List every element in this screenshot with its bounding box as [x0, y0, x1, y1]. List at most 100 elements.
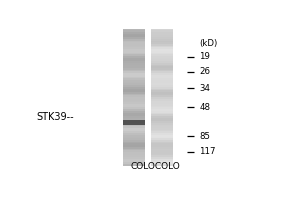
FancyBboxPatch shape [123, 157, 145, 159]
FancyBboxPatch shape [123, 164, 145, 166]
Text: 117: 117 [199, 147, 216, 156]
FancyBboxPatch shape [151, 114, 173, 116]
FancyBboxPatch shape [151, 34, 173, 35]
FancyBboxPatch shape [151, 83, 173, 85]
FancyBboxPatch shape [123, 118, 145, 119]
FancyBboxPatch shape [151, 137, 173, 138]
FancyBboxPatch shape [151, 118, 173, 119]
FancyBboxPatch shape [151, 29, 173, 30]
FancyBboxPatch shape [123, 147, 145, 149]
FancyBboxPatch shape [151, 46, 173, 47]
FancyBboxPatch shape [151, 145, 173, 147]
FancyBboxPatch shape [151, 143, 173, 145]
FancyBboxPatch shape [123, 113, 145, 114]
Text: 26: 26 [199, 67, 210, 76]
FancyBboxPatch shape [151, 58, 173, 59]
FancyBboxPatch shape [151, 164, 173, 166]
FancyBboxPatch shape [123, 114, 145, 116]
FancyBboxPatch shape [123, 51, 145, 53]
FancyBboxPatch shape [151, 59, 173, 61]
FancyBboxPatch shape [123, 82, 145, 83]
FancyBboxPatch shape [123, 49, 145, 51]
FancyBboxPatch shape [123, 61, 145, 63]
FancyBboxPatch shape [123, 66, 145, 68]
FancyBboxPatch shape [151, 80, 173, 82]
FancyBboxPatch shape [123, 140, 145, 142]
FancyBboxPatch shape [151, 47, 173, 49]
FancyBboxPatch shape [123, 39, 145, 41]
FancyBboxPatch shape [151, 65, 173, 66]
FancyBboxPatch shape [123, 32, 145, 34]
FancyBboxPatch shape [151, 90, 173, 92]
FancyBboxPatch shape [151, 56, 173, 58]
FancyBboxPatch shape [151, 97, 173, 99]
FancyBboxPatch shape [123, 120, 145, 125]
FancyBboxPatch shape [123, 149, 145, 150]
FancyBboxPatch shape [123, 102, 145, 104]
FancyBboxPatch shape [123, 59, 145, 61]
FancyBboxPatch shape [123, 83, 145, 85]
Text: STK39--: STK39-- [36, 112, 74, 122]
FancyBboxPatch shape [151, 42, 173, 44]
FancyBboxPatch shape [123, 135, 145, 137]
FancyBboxPatch shape [123, 131, 145, 133]
FancyBboxPatch shape [151, 37, 173, 39]
FancyBboxPatch shape [151, 41, 173, 42]
FancyBboxPatch shape [151, 149, 173, 150]
FancyBboxPatch shape [123, 97, 145, 99]
FancyBboxPatch shape [151, 54, 173, 56]
FancyBboxPatch shape [123, 54, 145, 56]
FancyBboxPatch shape [151, 159, 173, 161]
FancyBboxPatch shape [151, 87, 173, 89]
Text: COLOCOLO: COLOCOLO [130, 162, 180, 171]
FancyBboxPatch shape [151, 157, 173, 159]
FancyBboxPatch shape [123, 70, 145, 71]
Text: (kD): (kD) [199, 39, 217, 48]
FancyBboxPatch shape [151, 106, 173, 107]
FancyBboxPatch shape [123, 95, 145, 97]
FancyBboxPatch shape [151, 63, 173, 65]
FancyBboxPatch shape [123, 161, 145, 162]
FancyBboxPatch shape [123, 130, 145, 131]
FancyBboxPatch shape [123, 47, 145, 49]
FancyBboxPatch shape [123, 119, 145, 121]
FancyBboxPatch shape [123, 78, 145, 80]
FancyBboxPatch shape [123, 111, 145, 113]
FancyBboxPatch shape [151, 102, 173, 104]
FancyBboxPatch shape [123, 87, 145, 89]
Text: 34: 34 [199, 84, 210, 93]
FancyBboxPatch shape [151, 66, 173, 68]
FancyBboxPatch shape [151, 152, 173, 154]
FancyBboxPatch shape [151, 131, 173, 133]
FancyBboxPatch shape [151, 104, 173, 106]
FancyBboxPatch shape [123, 44, 145, 46]
FancyBboxPatch shape [123, 154, 145, 155]
FancyBboxPatch shape [123, 71, 145, 73]
FancyBboxPatch shape [151, 123, 173, 125]
FancyBboxPatch shape [151, 107, 173, 109]
FancyBboxPatch shape [123, 150, 145, 152]
FancyBboxPatch shape [123, 101, 145, 102]
FancyBboxPatch shape [123, 162, 145, 164]
FancyBboxPatch shape [151, 154, 173, 155]
FancyBboxPatch shape [151, 92, 173, 94]
FancyBboxPatch shape [151, 82, 173, 83]
FancyBboxPatch shape [151, 101, 173, 102]
FancyBboxPatch shape [151, 155, 173, 157]
FancyBboxPatch shape [123, 143, 145, 145]
FancyBboxPatch shape [123, 56, 145, 58]
FancyBboxPatch shape [123, 126, 145, 128]
FancyBboxPatch shape [123, 73, 145, 75]
FancyBboxPatch shape [151, 113, 173, 114]
FancyBboxPatch shape [151, 51, 173, 53]
FancyBboxPatch shape [123, 41, 145, 42]
FancyBboxPatch shape [123, 109, 145, 111]
FancyBboxPatch shape [151, 78, 173, 80]
Text: 48: 48 [199, 103, 210, 112]
FancyBboxPatch shape [123, 123, 145, 125]
Text: 85: 85 [199, 132, 210, 141]
FancyBboxPatch shape [151, 147, 173, 149]
FancyBboxPatch shape [123, 94, 145, 95]
FancyBboxPatch shape [123, 106, 145, 107]
FancyBboxPatch shape [123, 85, 145, 87]
